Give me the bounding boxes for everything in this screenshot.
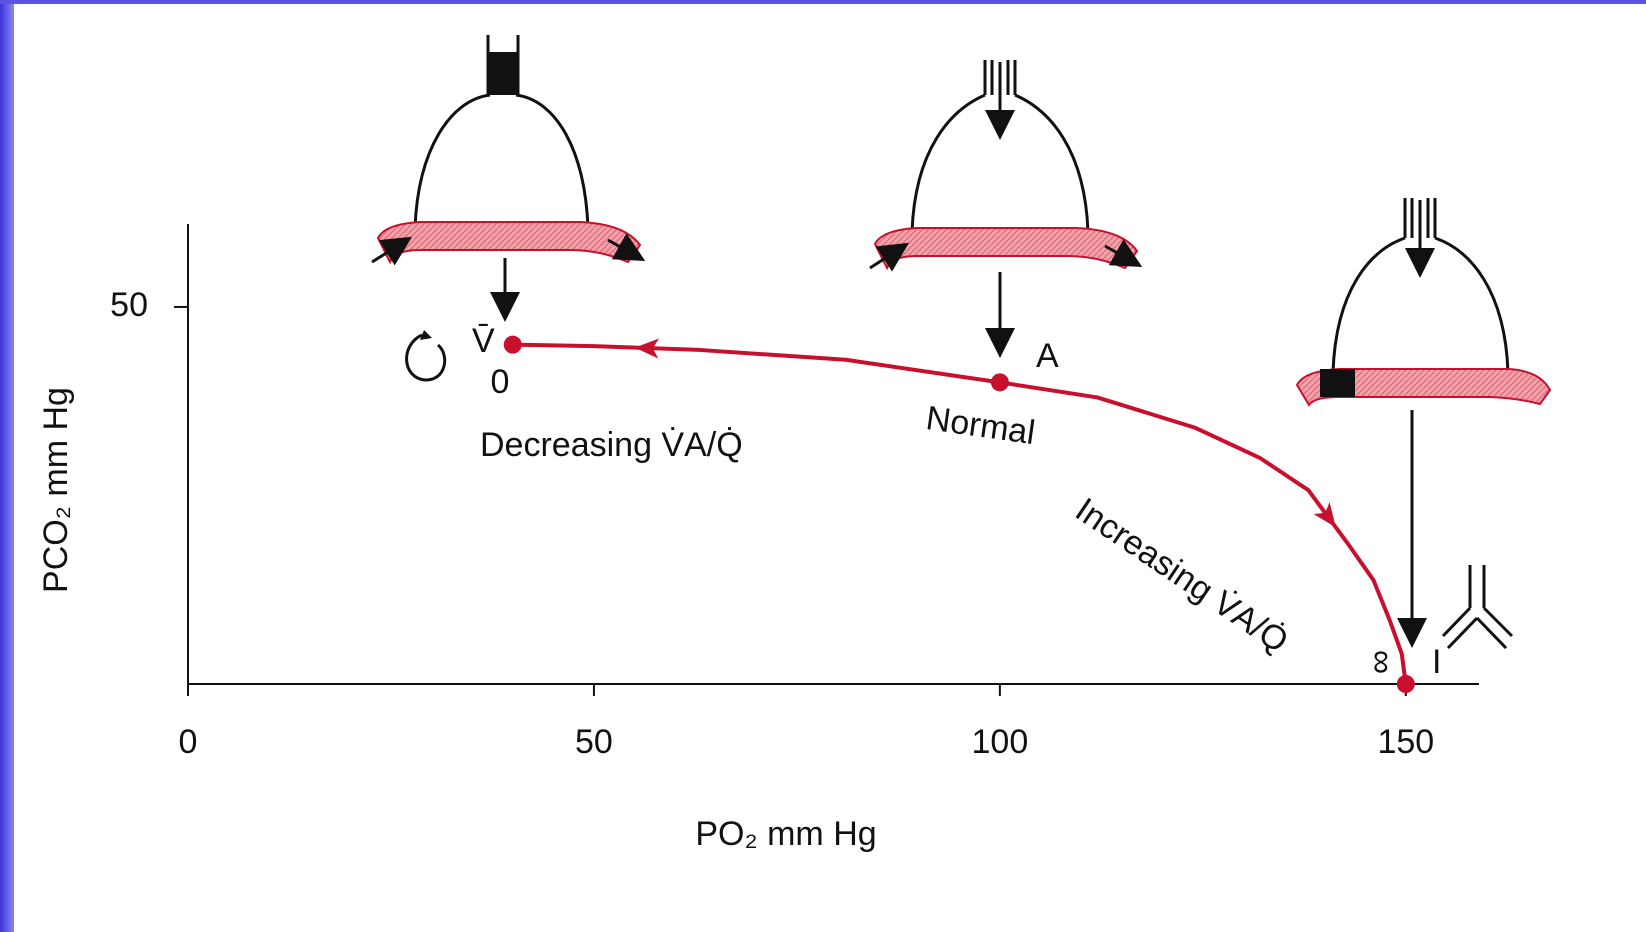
venous-label: V̄ [472,322,495,360]
alveolus-blocked [371,35,646,322]
point-marker [990,373,1009,392]
circulation-symbol-head [420,330,432,340]
y-axis-label: PCO₂ mm Hg [37,387,75,593]
venous-value: 0 [491,363,510,401]
alveolar-label: A [1036,337,1059,375]
alveolus-normal [869,60,1143,358]
point-marker [1396,675,1415,693]
infinity-label: ∞ [1363,650,1401,674]
x-tick-label: 100 [972,723,1029,761]
inspired-label: I [1432,643,1441,681]
frame-top [0,0,1646,4]
direction-arrow [1313,502,1336,528]
direction-arrow [634,338,660,359]
x-tick-label: 150 [1377,723,1434,761]
decreasing-label: Decreasing V̇A/Q̇ [480,426,743,464]
y-tick-label: 50 [110,286,148,324]
x-tick-label: 50 [575,723,613,761]
alveolus-unperfused [1295,198,1552,650]
curve [512,342,1408,685]
frame-left [0,0,14,932]
point-marker [503,335,522,354]
x-tick-label: 0 [179,723,198,761]
circulation-symbol [405,333,447,382]
x-axis-label: PO₂ mm Hg [695,815,876,853]
